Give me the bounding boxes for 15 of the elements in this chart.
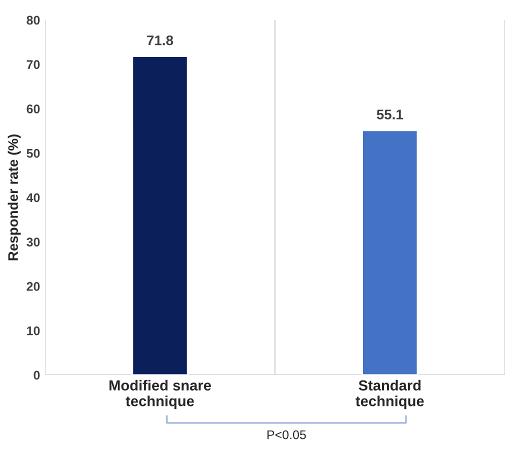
y-tick-label: 30 <box>26 238 40 247</box>
y-tick-label: 40 <box>26 193 40 202</box>
data-label: 55.1 <box>376 110 404 120</box>
y-tick-label: 10 <box>27 326 40 336</box>
y-tick-label: 50 <box>26 148 40 158</box>
y-axis-title: Responder rate (%) <box>8 134 21 260</box>
y-tick-label: 20 <box>26 282 40 291</box>
x-tick-label: Modified snare technique <box>110 380 211 410</box>
data-label: 71.8 <box>147 35 174 46</box>
x-tick-label: Standard technique <box>356 380 424 410</box>
y-tick-label: 0 <box>34 370 40 380</box>
text: P<0.05 <box>267 430 306 440</box>
y-tick-label: 60 <box>26 104 40 114</box>
y-tick-label: 80 <box>26 16 40 25</box>
y-tick-label: 70 <box>26 60 40 70</box>
